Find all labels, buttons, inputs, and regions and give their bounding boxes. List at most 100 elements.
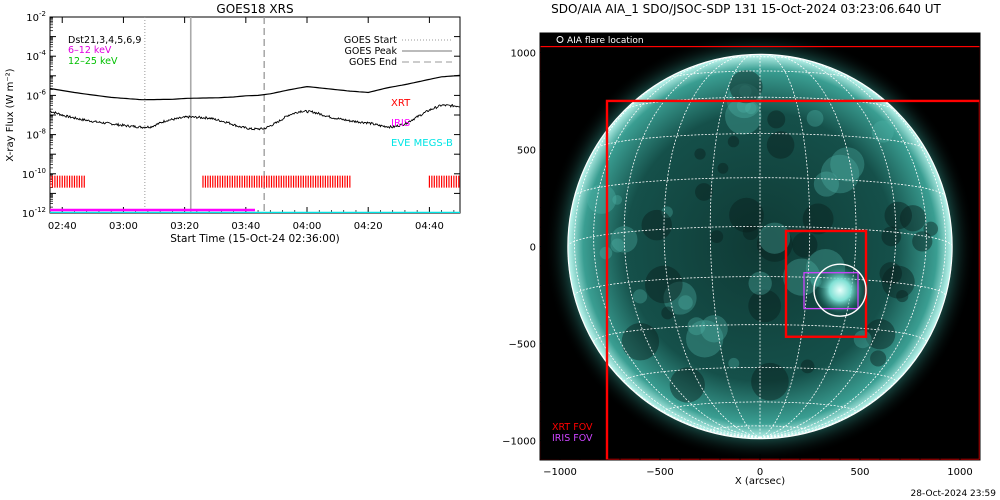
latitude-line: [623, 367, 897, 382]
x-tick-label: 03:00: [109, 221, 138, 232]
disk-texture-blob: [853, 330, 872, 349]
disk-texture-blob: [739, 85, 752, 98]
solar-limb: [567, 53, 953, 440]
disk-texture-blob: [678, 295, 693, 310]
flare-brightening: [816, 266, 864, 314]
legend-12-25kev: 12–25 keV: [68, 56, 118, 67]
instrument-label-iris: IRIS: [391, 118, 410, 129]
y-tick-label: 10-2: [26, 10, 46, 24]
iris-fov-legend: IRIS FOV: [552, 433, 593, 444]
x-tick-label: 04:40: [415, 221, 444, 232]
disk-texture-blob: [717, 162, 729, 174]
latitude-line: [625, 96, 895, 110]
latitude-line: [574, 177, 946, 197]
disk-texture-blob: [896, 290, 909, 303]
disk-texture-blob: [742, 224, 759, 241]
legend-goes-end-label: GOES End: [349, 57, 397, 68]
latitude-line: [663, 401, 857, 413]
disk-texture-blob: [758, 222, 791, 254]
latitude-line: [567, 226, 953, 247]
y-tick-label: 10-12: [22, 206, 46, 220]
disk-texture-blob: [923, 221, 939, 237]
disk-texture-blob: [586, 184, 617, 214]
disk-texture-blob: [748, 289, 782, 323]
disk-texture-blob: [830, 147, 865, 182]
disk-texture-blob: [725, 98, 762, 135]
disk-texture-blob: [806, 109, 824, 127]
disk-texture-blob: [694, 148, 706, 160]
y-tick-label: 10-8: [26, 128, 46, 142]
series-line-1: [50, 103, 460, 131]
x-tick-label: 04:20: [354, 221, 383, 232]
fov-box-iris: [803, 272, 859, 310]
right-x-tick-label: 0: [757, 467, 763, 478]
latitude-line: [593, 324, 927, 343]
left-plot-frame: [49, 16, 461, 214]
disk-texture-blob: [884, 201, 913, 230]
right-x-tick-label: 1000: [947, 467, 972, 478]
fov-box-outer-red: [540, 45, 980, 460]
disk-texture-blob: [669, 367, 705, 403]
y-tick-label: 10-4: [26, 49, 46, 63]
disk-texture-blob: [783, 258, 821, 296]
longitude-line: [573, 69, 761, 438]
disk-texture-blob: [881, 226, 902, 247]
disk-texture-blob: [756, 226, 793, 262]
disk-texture-blob: [700, 315, 728, 343]
instrument-label-eve: EVE MEGS-B: [391, 138, 453, 149]
latitude-line: [594, 133, 926, 150]
legend-goes-peak-label: GOES Peak: [345, 46, 398, 57]
right-chart-title: SDO/AIA AIA_1 SDO/JSOC-SDP 131 15-Oct-20…: [551, 2, 941, 16]
longitude-line: [759, 57, 927, 438]
right-y-tick-label: 1000: [511, 48, 536, 59]
disk-texture-blob: [661, 306, 675, 320]
solar-disk: [567, 54, 953, 439]
left-y-axis-label: X-ray Flux (W m⁻²): [5, 68, 16, 161]
longitude-line: [759, 69, 947, 438]
legend-dst: Dst21,3,4,5,6,9: [68, 35, 141, 46]
disk-texture-blob: [641, 209, 672, 241]
right-y-tick-label: −500: [509, 340, 536, 351]
disk-texture-blob: [813, 171, 840, 197]
legend-goes-start-label: GOES Start: [344, 35, 397, 46]
disk-texture-blob: [728, 357, 740, 369]
disk-texture-blob: [802, 203, 834, 235]
x-tick-label: 02:40: [48, 221, 77, 232]
aia-image-panel: SDO/AIA AIA_1 SDO/JSOC-SDP 131 15-Oct-20…: [502, 2, 981, 487]
disk-texture-blob: [767, 110, 786, 129]
longitude-line: [759, 54, 857, 438]
disk-texture-blob: [751, 362, 789, 401]
disk-texture-blob: [610, 238, 625, 253]
left-chart-title: GOES18 XRS: [216, 2, 293, 16]
disk-texture-blob: [745, 102, 757, 115]
right-y-tick-label: 0: [530, 243, 536, 254]
disk-texture-blob: [766, 131, 795, 159]
longitude-line: [623, 55, 761, 438]
xrt-fov-legend: XRT FOV: [552, 422, 593, 433]
disk-texture-blob: [800, 359, 815, 374]
longitude-line: [759, 54, 811, 438]
longitude-line: [759, 55, 897, 438]
disk-texture-blob: [727, 135, 740, 148]
footer-timestamp: 28-Oct-2024 23:59: [911, 489, 997, 499]
goes-xrs-panel: GOES18 XRS 10-12 10-10 10-8 10-6 10-4 10-2 02…: [5, 2, 461, 245]
disk-texture-blob: [632, 289, 648, 304]
disk-texture-blob: [871, 120, 894, 143]
x-tick-label: 04:00: [293, 221, 322, 232]
y-tick-label: 10-6: [26, 88, 46, 102]
right-x-tick-label: −1000: [543, 467, 577, 478]
fov-box-xrt-small: [784, 229, 868, 338]
disk-texture-blob: [792, 232, 818, 258]
right-y-tick-label: −1000: [502, 437, 536, 448]
longitude-line: [663, 54, 761, 438]
disk-texture-blob: [621, 322, 660, 361]
flare-location-marker: [813, 263, 867, 317]
longitude-line: [709, 54, 761, 438]
right-x-axis-label: X (arcsec): [735, 476, 785, 487]
disk-texture-blob: [710, 230, 724, 243]
disk-texture-blob: [644, 265, 683, 304]
latitude-line: [709, 425, 811, 432]
x-tick-label: 03:40: [231, 221, 260, 232]
y-tick-label: 10-10: [22, 167, 46, 181]
